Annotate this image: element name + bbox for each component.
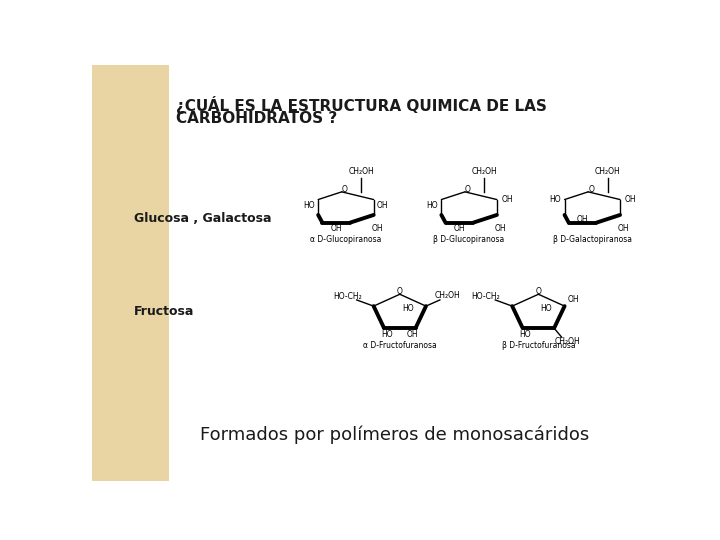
Text: CH₂OH: CH₂OH bbox=[555, 338, 581, 347]
Text: OH: OH bbox=[502, 195, 513, 204]
Text: CARBOHIDRATOS ?: CARBOHIDRATOS ? bbox=[176, 111, 337, 126]
Text: OH: OH bbox=[407, 330, 419, 339]
Text: HO: HO bbox=[520, 330, 531, 339]
Text: OH: OH bbox=[577, 215, 588, 224]
Text: β D-Galactopiranosa: β D-Galactopiranosa bbox=[553, 235, 632, 244]
Text: CH₂OH: CH₂OH bbox=[472, 167, 498, 177]
Text: OH: OH bbox=[377, 201, 389, 210]
Text: HO-CH₂: HO-CH₂ bbox=[472, 292, 500, 301]
Text: OH: OH bbox=[618, 224, 630, 233]
Text: OH: OH bbox=[568, 295, 580, 305]
Text: Formados por polímeros de monosacáridos: Formados por polímeros de monosacáridos bbox=[200, 425, 590, 444]
Text: ¿CUÁL ES LA ESTRUCTURA QUIMICA DE LAS: ¿CUÁL ES LA ESTRUCTURA QUIMICA DE LAS bbox=[176, 96, 546, 113]
Text: OH: OH bbox=[495, 224, 506, 233]
Text: HO: HO bbox=[541, 305, 552, 313]
Text: HO: HO bbox=[402, 305, 413, 313]
Text: O: O bbox=[588, 185, 594, 194]
Text: O: O bbox=[397, 287, 402, 296]
Text: O: O bbox=[536, 287, 541, 296]
Text: HO: HO bbox=[549, 195, 561, 204]
Text: HO: HO bbox=[381, 330, 392, 339]
Text: CH₂OH: CH₂OH bbox=[435, 291, 460, 300]
Text: HO: HO bbox=[303, 201, 315, 210]
Text: OH: OH bbox=[372, 224, 383, 233]
Bar bbox=[92, 65, 169, 481]
Text: CH₂OH: CH₂OH bbox=[348, 167, 374, 177]
Text: α D-Fructofuranosa: α D-Fructofuranosa bbox=[363, 341, 436, 349]
Text: HO: HO bbox=[426, 201, 438, 210]
Text: CH₂OH: CH₂OH bbox=[595, 167, 621, 177]
Text: OH: OH bbox=[625, 195, 636, 204]
Text: β D-Glucopiranosa: β D-Glucopiranosa bbox=[433, 235, 505, 244]
Text: β D-Fructofuranosa: β D-Fructofuranosa bbox=[502, 341, 575, 349]
Text: α D-Glucopiranosa: α D-Glucopiranosa bbox=[310, 235, 382, 244]
Text: Glucosa , Galactosa: Glucosa , Galactosa bbox=[134, 212, 271, 225]
Text: HO-CH₂: HO-CH₂ bbox=[333, 292, 362, 301]
Text: O: O bbox=[342, 185, 348, 194]
Text: OH: OH bbox=[454, 224, 465, 233]
Text: Fructosa: Fructosa bbox=[134, 305, 194, 318]
Text: OH: OH bbox=[330, 224, 342, 233]
Text: O: O bbox=[465, 185, 471, 194]
